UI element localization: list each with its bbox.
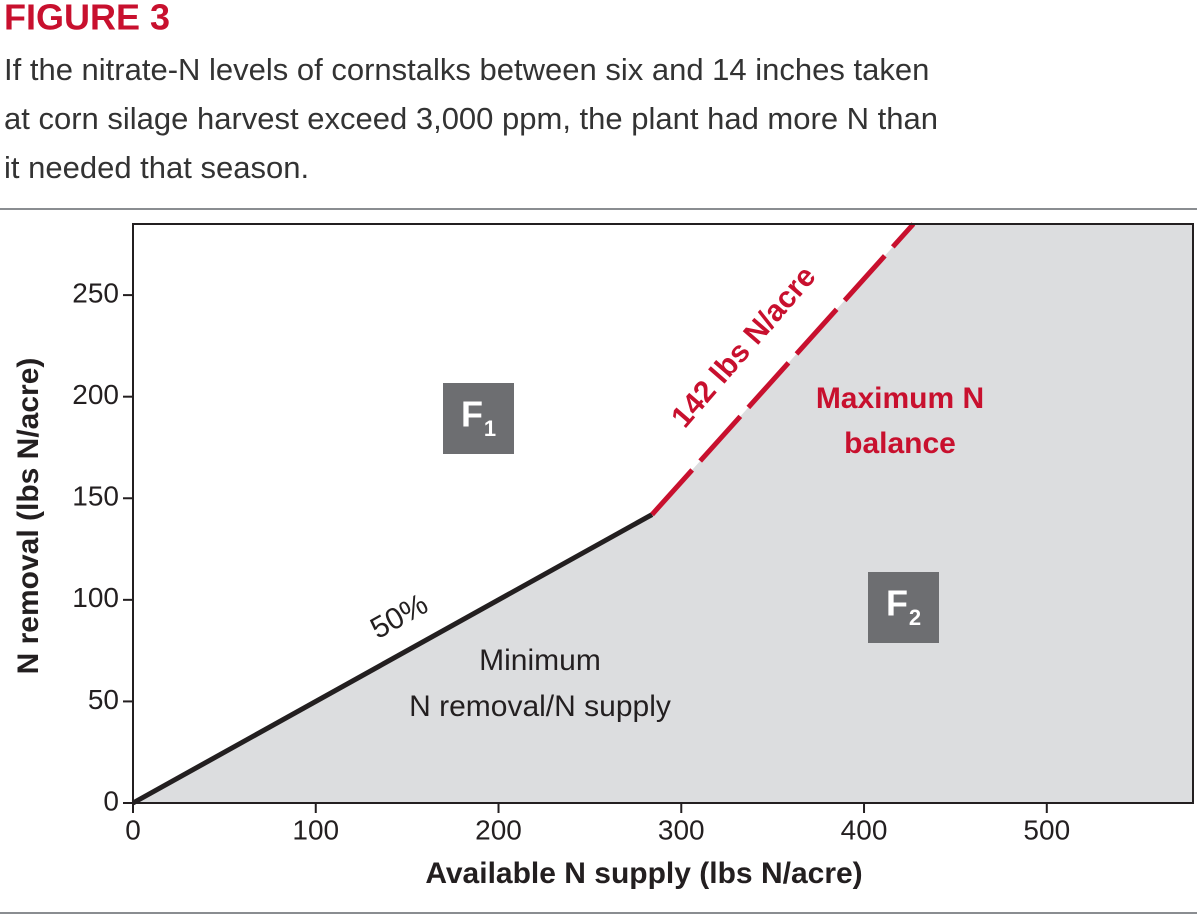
y-axis-label: N removal (lbs N/acre) (12, 358, 45, 675)
x-tick-label: 400 (841, 814, 888, 845)
x-tick-label: 100 (292, 814, 339, 845)
subtitle-line: it needed that season. (4, 150, 309, 185)
annotation: 50% (365, 588, 434, 646)
region-label-box (868, 572, 939, 643)
plot-frame (132, 223, 1194, 804)
x-tick-label: 0 (125, 814, 141, 845)
annotation: N removal/N supply (409, 690, 671, 723)
annotation: Maximum N (816, 382, 984, 415)
x-axis-label: Available N supply (lbs N/acre) (425, 857, 862, 890)
y-tick-label: 200 (72, 379, 119, 410)
region-label-box (443, 383, 514, 454)
x-tick-label: 500 (1023, 814, 1070, 845)
annotation: Minimum (479, 644, 601, 677)
x-tick-label: 300 (658, 814, 705, 845)
y-tick-label: 150 (72, 481, 119, 512)
y-tick-label: 250 (72, 277, 119, 308)
subtitle-line: at corn silage harvest exceed 3,000 ppm,… (4, 101, 938, 136)
x-tick-label: 200 (475, 814, 522, 845)
annotation: balance (844, 427, 956, 460)
series-line (131, 512, 654, 806)
chart-title: FIGURE 3 (4, 0, 170, 38)
region-label: F (886, 583, 908, 624)
y-tick-label: 0 (103, 785, 119, 816)
region-label: F (461, 394, 483, 435)
subtitle-line: If the nitrate-N levels of cornstalks be… (4, 52, 929, 87)
series-line (650, 222, 916, 517)
region-label-subscript: 1 (484, 416, 496, 441)
region-label-subscript: 2 (909, 605, 921, 630)
y-tick-label: 50 (88, 684, 119, 715)
y-tick-label: 100 (72, 582, 119, 613)
